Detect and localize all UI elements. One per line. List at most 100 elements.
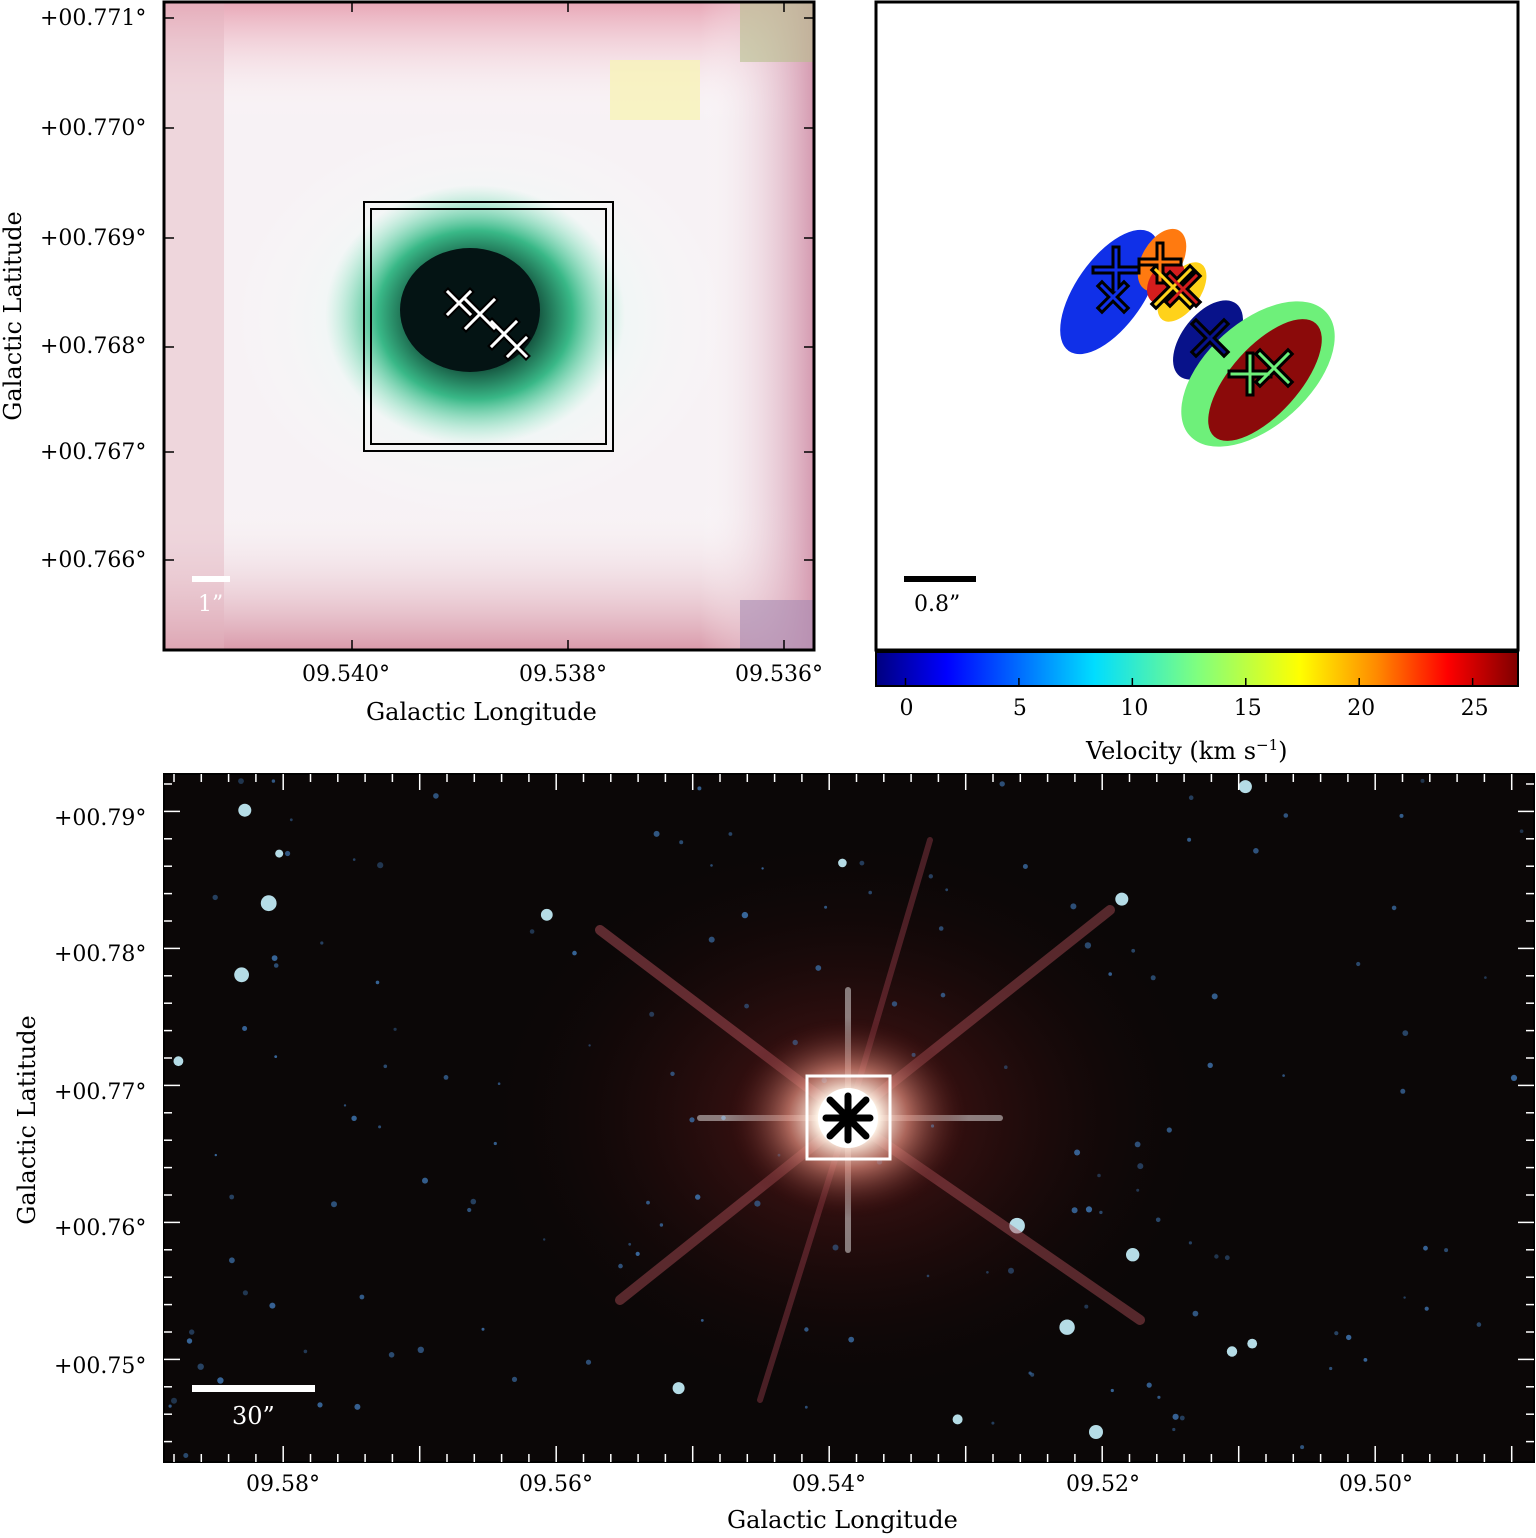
background-star (467, 1207, 472, 1213)
background-star (721, 1115, 726, 1121)
background-star (986, 1271, 989, 1274)
background-star (377, 862, 384, 869)
background-star (1282, 1074, 1285, 1077)
b-xlabel: Galactic Longitude (727, 1506, 958, 1534)
top-left-scalebar (192, 576, 230, 582)
background-star (1510, 1074, 1518, 1081)
background-star (938, 926, 944, 931)
colorbar-tick-label: 20 (1347, 696, 1376, 721)
background-star (354, 1403, 361, 1410)
background-star (804, 1405, 808, 1409)
background-star (672, 1382, 685, 1395)
background-star (1115, 892, 1129, 906)
background-star (275, 849, 284, 858)
background-star (285, 850, 291, 857)
top-right-plot (874, 0, 1520, 687)
background-star (443, 1075, 449, 1080)
background-star (234, 967, 250, 983)
background-star (952, 1414, 963, 1425)
colorbar-tick-label: 10 (1120, 696, 1149, 721)
background-star (1146, 1382, 1152, 1388)
background-star (1108, 972, 1112, 976)
top-left-panel: +00.771° +00.770° +00.769° +00.768° +00.… (0, 0, 840, 740)
tl-xtick-2: 09.536° (735, 662, 823, 687)
background-star (383, 1064, 388, 1069)
background-star (497, 1082, 501, 1085)
background-star (1085, 1206, 1093, 1213)
colorbar-tick-label: 0 (899, 696, 914, 721)
tl-xlabel: Galactic Longitude (366, 698, 597, 726)
background-star (1089, 1425, 1103, 1439)
background-star (635, 1251, 640, 1256)
background-star (1074, 1149, 1081, 1156)
b-ytick-1: +00.78° (54, 942, 147, 967)
b-ytick-3: +00.76° (54, 1216, 147, 1241)
background-star (238, 778, 244, 784)
background-star (1247, 1338, 1258, 1349)
background-star (1188, 795, 1194, 800)
background-star (744, 1003, 749, 1009)
tl-ytick-3: +00.768° (40, 334, 147, 359)
background-star (1070, 903, 1077, 910)
background-star (991, 1421, 995, 1425)
b-xtick-3: 09.52° (1066, 1472, 1140, 1497)
background-star (1022, 864, 1028, 869)
tl-xtick-0: 09.540° (302, 662, 390, 687)
background-star (229, 1194, 235, 1200)
tl-scalebar-label: 1” (198, 592, 224, 617)
background-star (242, 1026, 248, 1031)
background-stars (168, 778, 1524, 1458)
background-star (1423, 1245, 1428, 1251)
background-star (1346, 1334, 1352, 1341)
background-star (481, 1327, 485, 1331)
zoom-box (805, 1074, 892, 1161)
background-star (1238, 780, 1252, 794)
background-star (1226, 1346, 1238, 1357)
background-star (378, 1125, 382, 1129)
background-star (1402, 1030, 1409, 1036)
background-star (754, 1200, 761, 1207)
background-star (289, 818, 293, 822)
background-star (1097, 1173, 1101, 1178)
background-star (618, 1263, 623, 1269)
bottom-markers (822, 1092, 874, 1144)
colorbar-tick-label: 5 (1012, 696, 1027, 721)
background-star (646, 1200, 650, 1205)
background-star (1008, 1267, 1014, 1274)
background-star (868, 890, 872, 895)
background-star (1131, 948, 1136, 953)
velocity-markers (1091, 241, 1295, 397)
bottom-scalebar (192, 1385, 315, 1392)
background-star (859, 860, 865, 866)
background-star (343, 1104, 347, 1107)
background-star (214, 1153, 217, 1157)
background-star (1071, 1207, 1078, 1214)
tl-ylabel: Galactic Latitude (0, 211, 27, 421)
background-star (317, 1402, 323, 1408)
background-star (708, 936, 715, 943)
background-star (697, 786, 702, 791)
background-star (1519, 829, 1524, 833)
b-ylabel: Galactic Latitude (13, 1015, 41, 1225)
background-star (1391, 905, 1397, 911)
background-star (1329, 1366, 1333, 1371)
background-star (351, 1115, 357, 1121)
background-star (433, 793, 439, 799)
background-star (1166, 1127, 1172, 1133)
background-star (1172, 1427, 1176, 1432)
background-star (540, 908, 553, 921)
background-star (1211, 993, 1218, 1000)
background-star (1356, 961, 1361, 967)
background-star (173, 1056, 184, 1067)
background-star (891, 1001, 898, 1007)
background-star (1476, 1322, 1482, 1327)
b-ytick-2: +00.77° (54, 1080, 147, 1105)
background-star (710, 864, 713, 867)
background-star (1155, 1217, 1161, 1223)
background-star (588, 1044, 591, 1047)
background-star (352, 858, 356, 861)
background-star (689, 1117, 695, 1123)
background-star (1134, 1141, 1141, 1148)
top-right-scalebar (904, 576, 976, 582)
tl-ytick-2: +00.769° (40, 226, 147, 251)
